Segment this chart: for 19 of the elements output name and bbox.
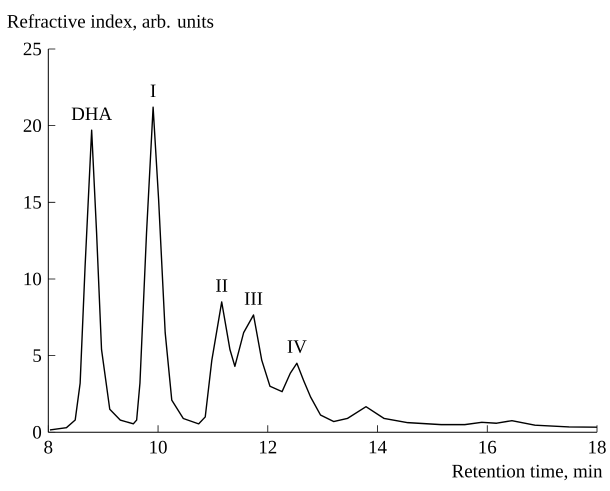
y-tick-label: 25 bbox=[24, 42, 42, 56]
y-tick-label: 10 bbox=[24, 272, 42, 286]
x-tick-label: 18 bbox=[589, 440, 606, 454]
x-tick-label: 12 bbox=[260, 440, 276, 454]
annotation: IV bbox=[288, 340, 307, 354]
x-tick-label: 10 bbox=[150, 440, 167, 454]
y-tick-label: 5 bbox=[33, 349, 42, 362]
y-tick-label: 20 bbox=[24, 119, 42, 132]
x-tick-label: 14 bbox=[370, 440, 387, 454]
annotation: II bbox=[216, 279, 228, 292]
y-tick-label: 15 bbox=[24, 196, 42, 209]
annotation: DHA bbox=[72, 108, 112, 120]
x-tick-label: 16 bbox=[479, 440, 496, 454]
annotation: III bbox=[244, 292, 262, 305]
y-axis-title: Refractive index, arb. units bbox=[7, 14, 214, 30]
y-tick-label: 0 bbox=[33, 426, 42, 439]
annotation: I bbox=[150, 84, 156, 98]
x-axis-title: Retention time, min bbox=[452, 464, 602, 480]
x-tick-label: 8 bbox=[44, 440, 52, 454]
